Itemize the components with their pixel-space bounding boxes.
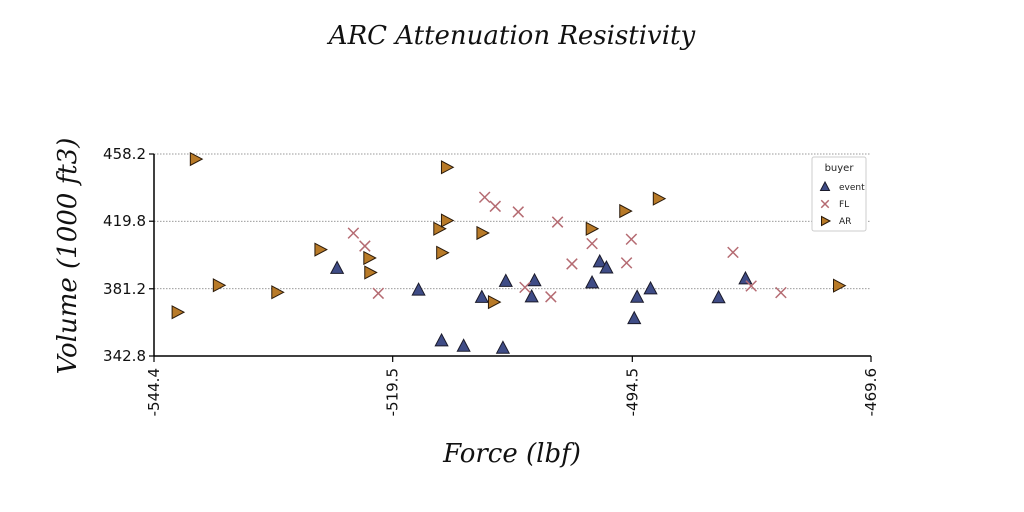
point-event xyxy=(331,261,344,273)
legend: buyer event FL AR xyxy=(812,157,866,231)
point-event xyxy=(528,274,541,286)
point-FL xyxy=(621,258,632,269)
tick-marks: 342.8 381.2 419.8 458.2 -544.4 -519.5 -494.5 -4… xyxy=(103,145,880,416)
point-event xyxy=(457,339,470,351)
point-AR xyxy=(364,252,376,265)
point-AR xyxy=(190,153,202,166)
legend-title: buyer xyxy=(825,163,855,174)
point-FL xyxy=(479,192,490,203)
point-FL xyxy=(373,288,384,299)
x-axis-label: Force (lbf) xyxy=(442,439,581,469)
point-FL xyxy=(546,292,557,303)
point-AR xyxy=(441,214,453,227)
legend-label-FL: FL xyxy=(839,200,849,210)
point-AR xyxy=(586,222,598,235)
y-axis-label: Volume (1000 ft3) xyxy=(53,138,83,375)
legend-label-AR: AR xyxy=(839,217,851,227)
chart-title: ARC Attenuation Resistivity xyxy=(327,21,696,51)
point-AR xyxy=(834,279,846,292)
point-event xyxy=(628,312,641,324)
legend-label-event: event xyxy=(839,183,865,193)
point-event xyxy=(739,272,752,284)
point-event xyxy=(644,282,657,294)
point-AR xyxy=(437,246,449,259)
point-event xyxy=(497,341,510,353)
point-AR xyxy=(477,227,489,240)
point-FL xyxy=(567,259,578,270)
point-FL xyxy=(520,282,531,293)
point-FL xyxy=(360,241,371,252)
point-AR xyxy=(365,266,377,279)
point-event xyxy=(499,274,512,286)
x-tick-label: -544.4 xyxy=(145,368,163,416)
point-AR xyxy=(172,306,184,319)
y-tick-label: 381.2 xyxy=(103,280,146,298)
point-AR xyxy=(315,243,327,256)
point-event xyxy=(525,290,538,302)
point-FL xyxy=(552,217,563,228)
series-FL xyxy=(348,192,786,302)
x-tick-label: -519.5 xyxy=(384,368,402,416)
point-AR xyxy=(488,296,500,309)
point-event xyxy=(586,276,599,288)
series-event xyxy=(331,255,752,353)
grid-lines xyxy=(154,154,871,289)
point-FL xyxy=(490,201,501,212)
point-AR xyxy=(272,286,284,299)
point-FL xyxy=(513,207,524,218)
y-tick-label: 342.8 xyxy=(103,347,146,365)
point-event xyxy=(412,283,425,295)
point-event xyxy=(712,291,725,303)
point-event xyxy=(631,290,644,302)
data-points xyxy=(172,153,845,353)
point-event xyxy=(435,334,448,346)
point-AR xyxy=(653,192,665,205)
point-AR xyxy=(213,279,225,292)
point-AR xyxy=(620,205,632,218)
point-AR xyxy=(441,161,453,174)
y-tick-label: 458.2 xyxy=(103,145,146,163)
point-FL xyxy=(348,228,359,239)
x-tick-label: -494.5 xyxy=(623,368,641,416)
series-AR xyxy=(172,153,845,319)
point-FL xyxy=(728,247,739,258)
point-FL xyxy=(626,234,637,245)
y-tick-label: 419.8 xyxy=(103,212,146,230)
x-tick-label: -469.6 xyxy=(862,368,880,416)
point-FL xyxy=(776,287,787,298)
axes xyxy=(154,154,871,356)
point-FL xyxy=(587,238,598,249)
point-event xyxy=(476,291,489,303)
